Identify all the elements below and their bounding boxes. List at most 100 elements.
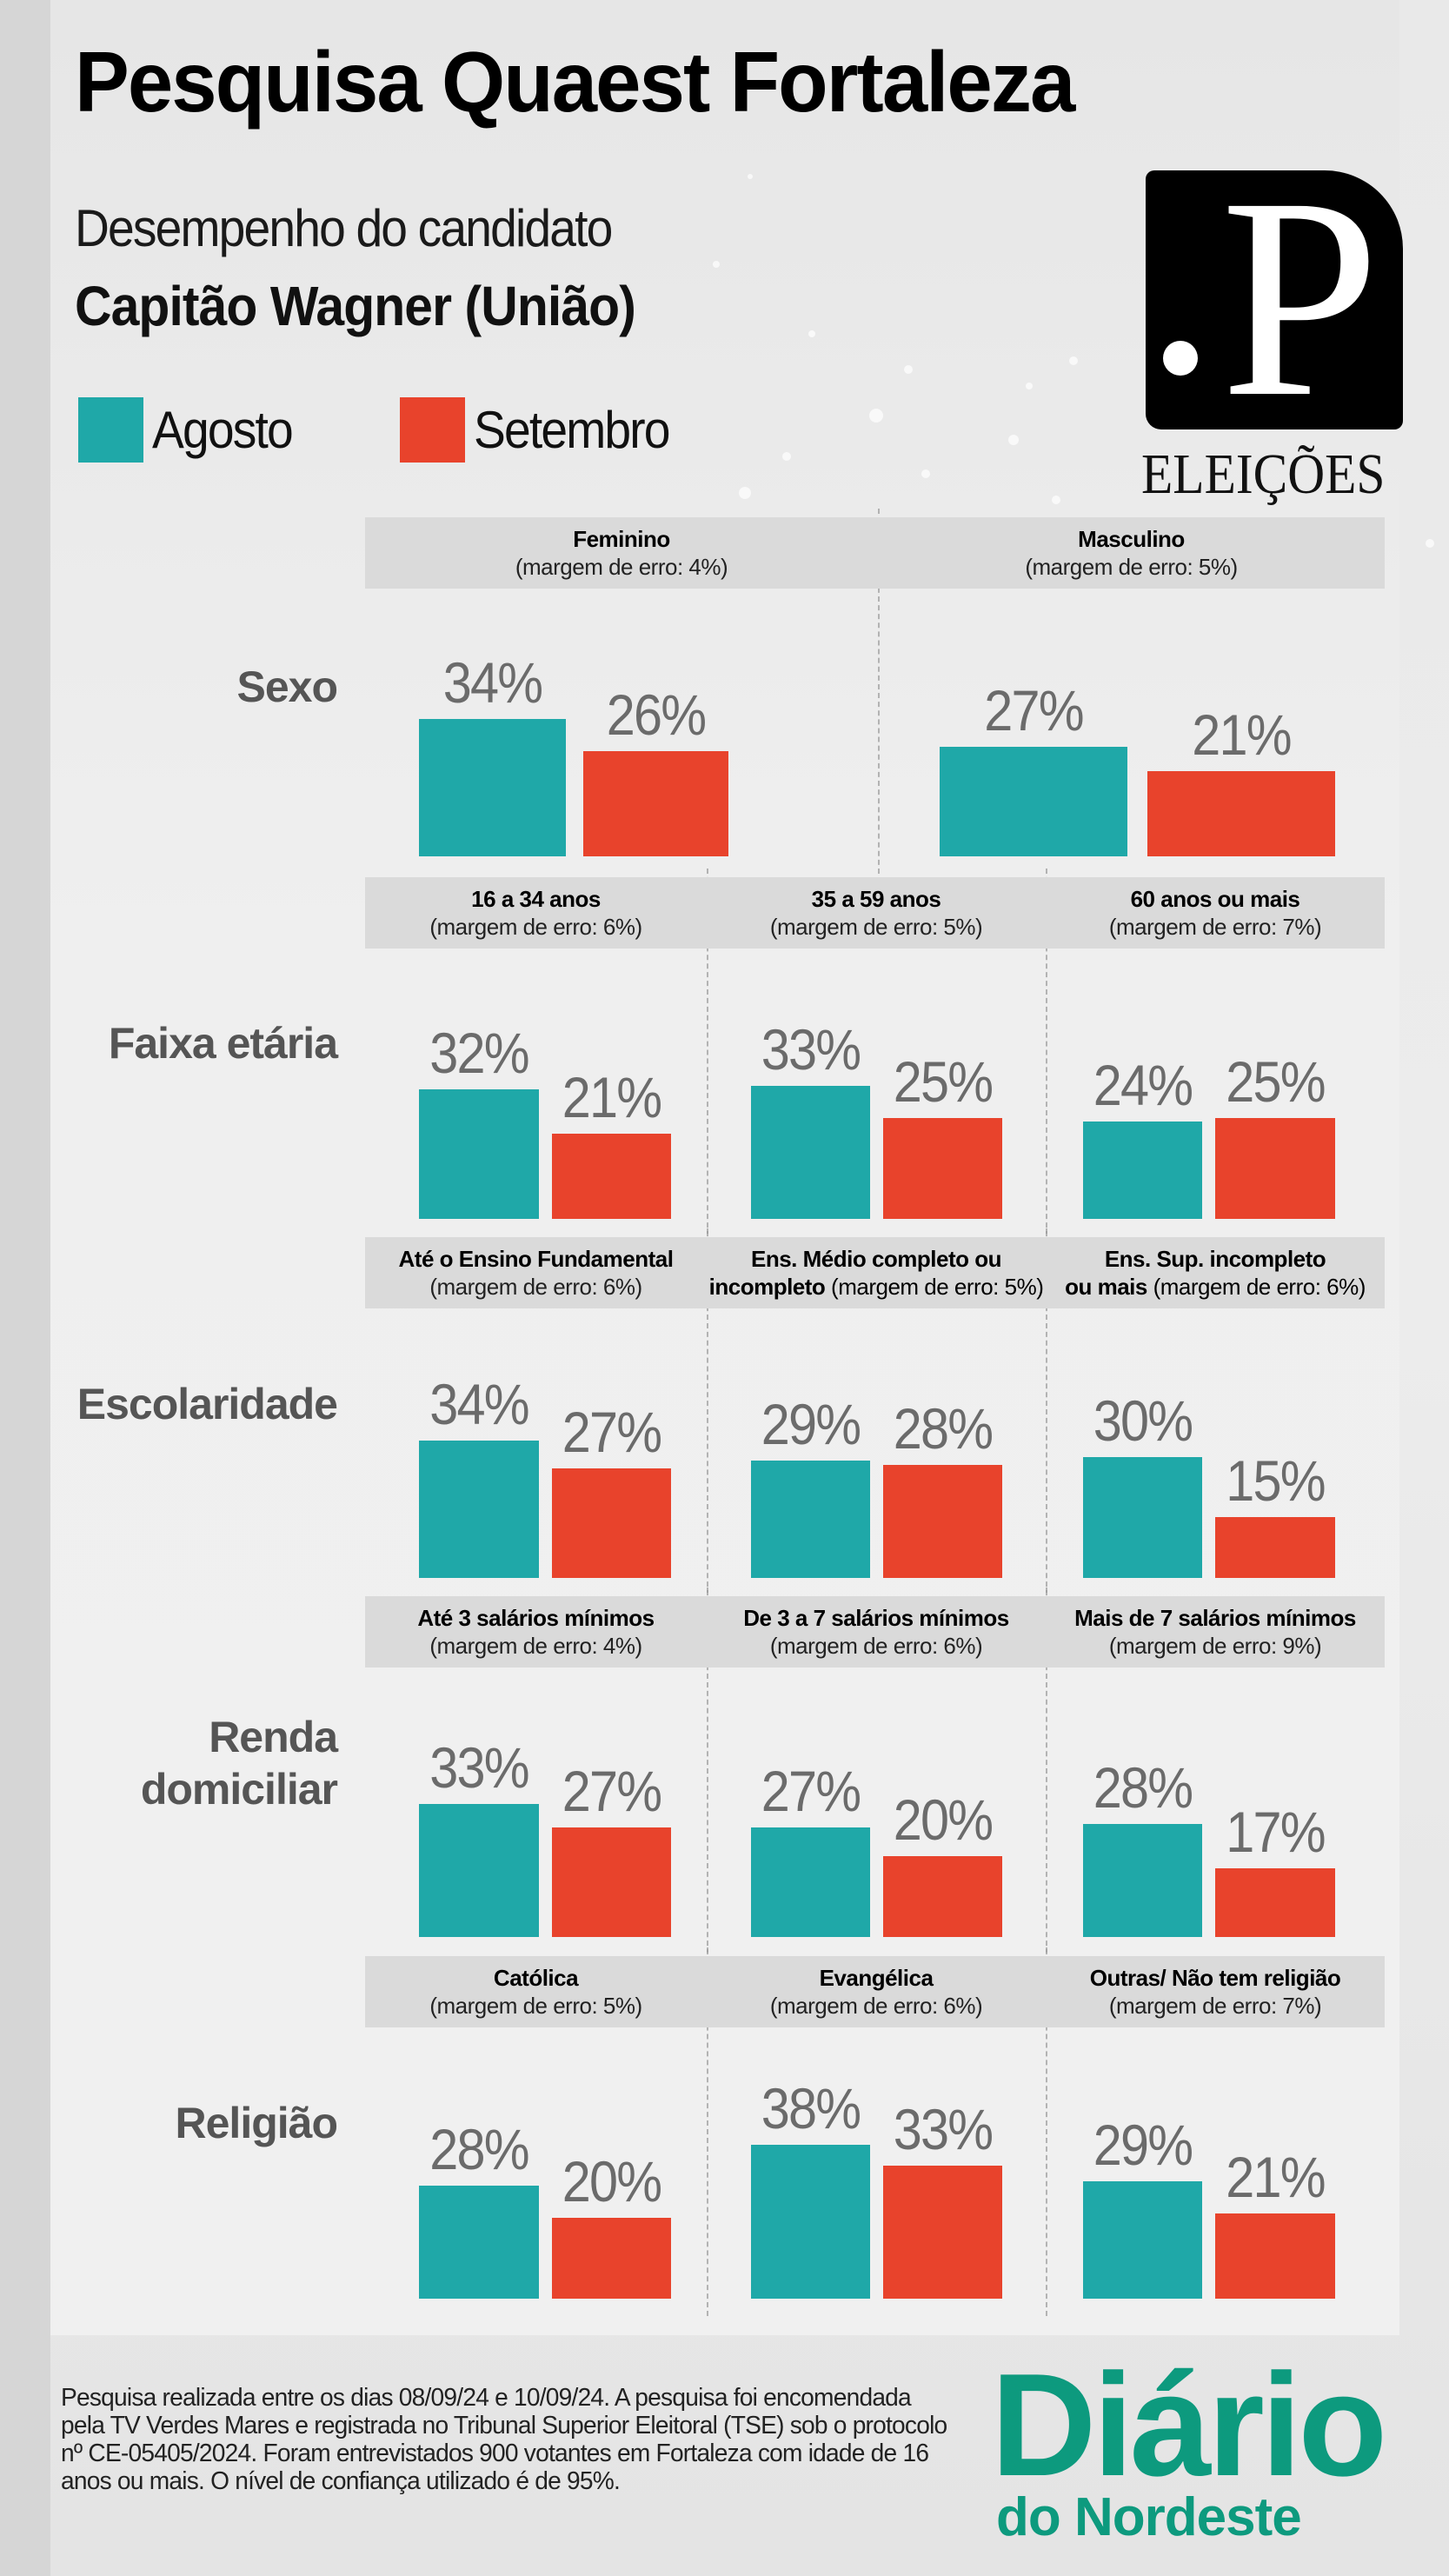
category-margin: (margem de erro: 5%) — [831, 1274, 1044, 1300]
category-margin: (margem de erro: 6%) — [769, 1993, 983, 2019]
bar-agosto — [751, 1827, 870, 1937]
category-margin: (margem de erro: 5%) — [769, 914, 983, 940]
bar-value-label-setembro: 33% — [893, 2096, 994, 2161]
category-header: Evangélica (margem de erro: 6%) — [707, 1956, 1046, 2027]
decorative-dot — [1069, 356, 1078, 365]
category-margin: (margem de erro: 5%) — [429, 1993, 642, 2019]
bar-setembro — [552, 1827, 671, 1937]
category-header: Outras/ Não tem religião (margem de erro:… — [1046, 1956, 1385, 2027]
bar-agosto — [419, 718, 566, 856]
category-name-line2: incompleto (margem de erro: 5%) — [707, 1273, 1046, 1301]
bar-value-label-setembro: 20% — [893, 1787, 994, 1852]
bar-value-label-setembro: 20% — [562, 2149, 662, 2213]
bar-agosto — [419, 1803, 539, 1937]
category-header: Mais de 7 salários mínimos (margem de err… — [1046, 1596, 1385, 1667]
category-header: Ens. Sup. incompleto ou mais (margem de e… — [1046, 1237, 1385, 1308]
decorative-dot — [1026, 383, 1033, 389]
bar-setembro — [1215, 2213, 1335, 2299]
legend-swatch-agosto — [78, 397, 143, 463]
bar-value-label-agosto: 27% — [761, 1759, 861, 1824]
bar-setembro — [1215, 1517, 1335, 1578]
category-name: 60 anos ou mais — [1130, 885, 1300, 912]
bar-value-label-agosto: 28% — [429, 2116, 529, 2181]
category-margin: (margem de erro: 4%) — [515, 554, 728, 580]
category-margin: (margem de erro: 9%) — [1108, 1633, 1322, 1659]
column-divider — [707, 1228, 708, 1595]
bar-value-label-setembro: 25% — [1226, 1048, 1326, 1114]
bar-setembro — [883, 1117, 1002, 1219]
legend-swatch-setembro — [400, 397, 465, 463]
column-divider — [1046, 1228, 1047, 1595]
bar-value-label-setembro: 25% — [893, 1048, 994, 1114]
decorative-dot — [869, 409, 883, 423]
row-label-2: Escolaridade — [76, 1380, 338, 1428]
bar-value-label-setembro: 27% — [562, 1759, 662, 1824]
category-name: Católica — [493, 1964, 579, 1991]
o-povo-logo: P — [1146, 155, 1403, 442]
row-label-1: Faixa etária — [108, 1019, 338, 1068]
category-name: 16 a 34 anos — [471, 885, 601, 912]
decorative-dot — [713, 261, 720, 268]
bar-value-label-setembro: 21% — [1226, 2145, 1326, 2210]
candidate-name: Capitão Wagner (União) — [75, 275, 636, 337]
category-name-line1: Ens. Sup. incompleto — [1104, 1245, 1326, 1272]
decorative-dot — [782, 452, 791, 461]
decorative-dot — [1052, 496, 1060, 504]
decorative-dot — [904, 365, 913, 374]
bar-agosto — [419, 1440, 539, 1578]
decorative-dot — [748, 174, 753, 179]
bar-setembro — [552, 2218, 671, 2299]
bar-value-label-agosto: 29% — [761, 1392, 861, 1457]
decorative-dot — [921, 469, 930, 478]
legend-item-agosto: Agosto — [78, 397, 304, 463]
row-label-line2: domiciliar — [140, 1765, 338, 1814]
category-name-line2-bold: ou mais — [1065, 1274, 1147, 1300]
bar-value-label-setembro: 21% — [1192, 702, 1292, 768]
bar-setembro — [552, 1134, 671, 1219]
category-margin: (margem de erro: 6%) — [1153, 1274, 1366, 1300]
category-header: De 3 a 7 salários mínimos (margem de erro… — [707, 1596, 1046, 1667]
decorative-dot — [739, 487, 751, 499]
dn-logo-line1: Diário — [991, 2343, 1387, 2506]
row-label-4: Religião — [175, 2099, 338, 2147]
column-divider — [878, 509, 880, 874]
row-label-3: Renda domiciliar — [140, 1711, 338, 1815]
page-title: Pesquisa Quaest Fortaleza — [75, 34, 1075, 130]
methodology-footnote: Pesquisa realizada entre os dias 08/09/2… — [61, 2384, 947, 2495]
column-divider — [707, 869, 708, 1236]
category-header: Até o Ensino Fundamental (margem de erro:… — [365, 1237, 707, 1308]
category-name-line2: ou mais (margem de erro: 6%) — [1046, 1273, 1385, 1301]
bar-value-label-setembro: 27% — [562, 1400, 662, 1465]
logo-letter-p: P — [1220, 139, 1380, 456]
bar-setembro — [883, 2165, 1002, 2299]
category-name: 35 a 59 anos — [811, 885, 941, 912]
decorative-dot — [1008, 435, 1019, 445]
column-divider — [1046, 869, 1047, 1236]
category-name: De 3 a 7 salários mínimos — [743, 1604, 1009, 1631]
category-name: Masculino — [1078, 525, 1185, 552]
bar-value-label-setembro: 28% — [893, 1395, 994, 1461]
row-label-line1: Renda — [209, 1713, 338, 1761]
bar-value-label-agosto: 29% — [1093, 2113, 1193, 2178]
row-label-0: Sexo — [236, 662, 338, 711]
bar-value-label-agosto: 34% — [442, 649, 543, 715]
logo-dot-icon — [1163, 341, 1198, 376]
bar-agosto — [751, 1461, 870, 1578]
column-divider — [707, 1947, 708, 2316]
bar-agosto — [940, 747, 1127, 856]
category-name: Mais de 7 salários mínimos — [1074, 1604, 1356, 1631]
column-divider — [1046, 1947, 1047, 2316]
category-margin: (margem de erro: 5%) — [1025, 554, 1238, 580]
bar-agosto — [1083, 2181, 1202, 2299]
legend-item-setembro: Setembro — [400, 397, 686, 463]
category-header: 35 a 59 anos (margem de erro: 5%) — [707, 877, 1046, 949]
category-header: Masculino (margem de erro: 5%) — [878, 517, 1385, 589]
bar-setembro — [883, 1856, 1002, 1937]
bar-value-label-setembro: 21% — [562, 1065, 662, 1130]
bar-setembro — [583, 751, 728, 856]
page-subtitle: Desempenho do candidato — [75, 199, 613, 257]
column-divider — [1046, 1588, 1047, 1954]
category-header: 16 a 34 anos (margem de erro: 6%) — [365, 877, 707, 949]
bar-value-label-agosto: 28% — [1093, 1754, 1193, 1820]
bar-value-label-setembro: 17% — [1226, 1799, 1326, 1864]
